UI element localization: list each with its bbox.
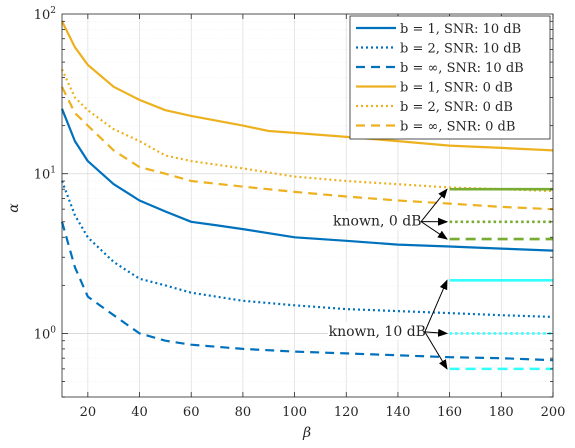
legend: b = 1, SNR: 10 dB b = 2, SNR: 10 dB b = ∞,… (350, 16, 550, 139)
annotation-label: known, 0 dB (333, 214, 421, 230)
y-tick-label: 101 (34, 166, 56, 183)
legend-label: b = 2, SNR: 0 dB (400, 100, 513, 115)
x-tick-label: 60 (183, 405, 200, 420)
x-tick-label: 20 (80, 405, 97, 420)
x-tick-label: 80 (235, 405, 252, 420)
x-tick-label: 180 (489, 405, 514, 420)
y-tick-base: 10 (34, 8, 51, 23)
x-tick-label: 40 (131, 405, 148, 420)
legend-label: b = 2, SNR: 10 dB (400, 42, 521, 57)
x-tick-label: 200 (541, 405, 566, 420)
x-tick-label: 100 (282, 405, 307, 420)
x-tick-label: 120 (334, 405, 359, 420)
y-tick-base: 10 (34, 168, 51, 183)
y-tick-exponent: 0 (50, 325, 56, 335)
legend-label: b = 1, SNR: 0 dB (400, 81, 513, 96)
legend-label: b = ∞, SNR: 10 dB (400, 61, 524, 76)
x-tick-label: 160 (437, 405, 462, 420)
y-tick-base: 10 (34, 327, 51, 342)
x-axis-label: β (302, 425, 311, 441)
y-tick-exponent: 1 (50, 166, 56, 176)
y-tick-label: 100 (34, 325, 57, 342)
y-tick-exponent: 2 (50, 6, 56, 16)
annotation-label: known, 10 dB (329, 324, 426, 340)
y-axis-label: α (6, 203, 22, 213)
legend-label: b = ∞, SNR: 0 dB (400, 120, 515, 135)
y-tick-label: 102 (34, 6, 56, 23)
x-tick-label: 140 (386, 405, 411, 420)
legend-label: b = 1, SNR: 10 dB (400, 22, 521, 37)
